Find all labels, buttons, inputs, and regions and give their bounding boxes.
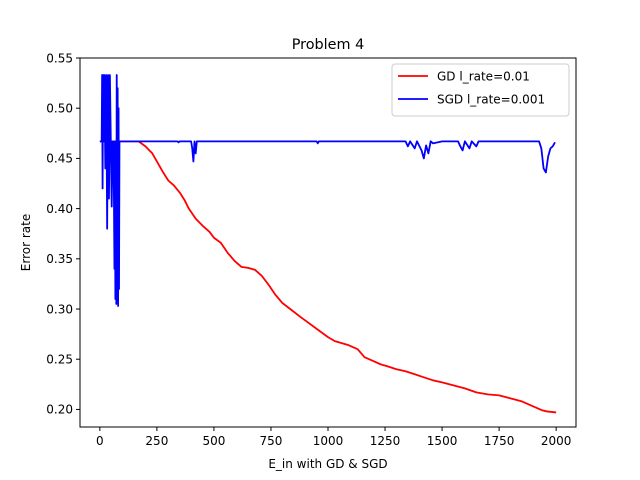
legend-label-sgd: SGD l_rate=0.001: [437, 93, 545, 107]
x-tick-label: 250: [145, 434, 168, 448]
x-tick-label: 1750: [484, 434, 515, 448]
legend-label-gd: GD l_rate=0.01: [437, 70, 530, 84]
x-axis-label: E_in with GD & SGD: [268, 457, 387, 471]
y-axis-label: Error rate: [19, 214, 33, 271]
x-tick-label: 1500: [427, 434, 458, 448]
x-tick-label: 750: [260, 434, 283, 448]
y-tick-label: 0.20: [46, 403, 73, 417]
y-tick-label: 0.55: [46, 51, 73, 65]
y-tick-label: 0.50: [46, 102, 73, 116]
chart-title: Problem 4: [292, 37, 365, 53]
series-line-0: [99, 140, 557, 414]
y-tick-label: 0.30: [46, 302, 73, 316]
y-tick-label: 0.35: [46, 252, 73, 266]
x-tick-label: 1000: [313, 434, 344, 448]
legend: GD l_rate=0.01 SGD l_rate=0.001: [391, 63, 570, 117]
x-tick-label: 0: [96, 434, 104, 448]
plot-area: [99, 74, 557, 414]
y-tick-label: 0.25: [46, 353, 73, 367]
x-tick-label: 1250: [370, 434, 401, 448]
legend-box: [391, 63, 570, 117]
tick-layer: 0 250 500 750 1000 1250 1500 1750 2000 0.20 0.25 0.…: [46, 51, 571, 448]
x-tick-label: 500: [202, 434, 225, 448]
x-tick-label: 2000: [541, 434, 572, 448]
y-tick-label: 0.40: [46, 202, 73, 216]
y-tick-label: 0.45: [46, 152, 73, 166]
series-line-1: [99, 74, 556, 307]
